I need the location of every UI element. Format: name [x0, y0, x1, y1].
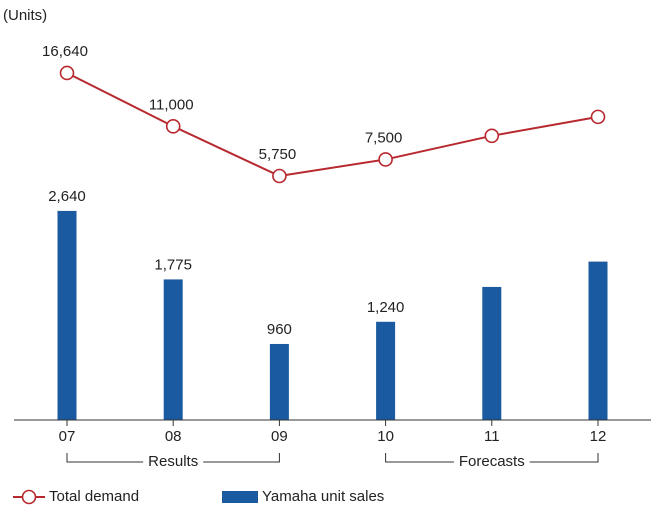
bar — [163, 279, 183, 420]
legend-swatch — [222, 491, 258, 503]
data-label: 11,000 — [149, 96, 194, 113]
marker — [484, 128, 500, 144]
unit-label: (Units) — [3, 7, 47, 24]
bar — [482, 286, 502, 420]
group-bracket — [385, 453, 599, 463]
group-label: Forecasts — [459, 453, 525, 470]
x-tick-label: 11 — [484, 428, 500, 445]
data-label: 2,640 — [48, 188, 86, 205]
bar — [269, 343, 289, 420]
legend-label: Total demand — [49, 488, 139, 505]
data-label: 1,240 — [367, 299, 405, 316]
data-label: 7,500 — [365, 129, 403, 146]
bar — [57, 210, 77, 420]
x-tick-label: 07 — [59, 428, 76, 445]
x-tick-label: 08 — [165, 428, 182, 445]
line — [66, 72, 599, 178]
marker — [165, 119, 181, 134]
group-label: Results — [148, 453, 198, 470]
x-tick-label: 09 — [271, 428, 288, 445]
bar — [588, 261, 608, 420]
group-bracket — [66, 453, 280, 463]
x-tick-label: 10 — [377, 428, 394, 445]
data-label: 5,750 — [259, 146, 297, 163]
data-label: 16,640 — [42, 43, 88, 60]
x-tick-label: 12 — [590, 428, 607, 445]
legend-marker — [21, 489, 37, 505]
marker — [590, 109, 606, 125]
marker — [272, 168, 287, 184]
legend-label: Yamaha unit sales — [262, 488, 384, 505]
marker — [378, 152, 393, 167]
data-label: 1,775 — [154, 256, 192, 273]
marker — [59, 65, 75, 81]
bar — [376, 321, 396, 420]
data-label: 960 — [267, 321, 292, 338]
